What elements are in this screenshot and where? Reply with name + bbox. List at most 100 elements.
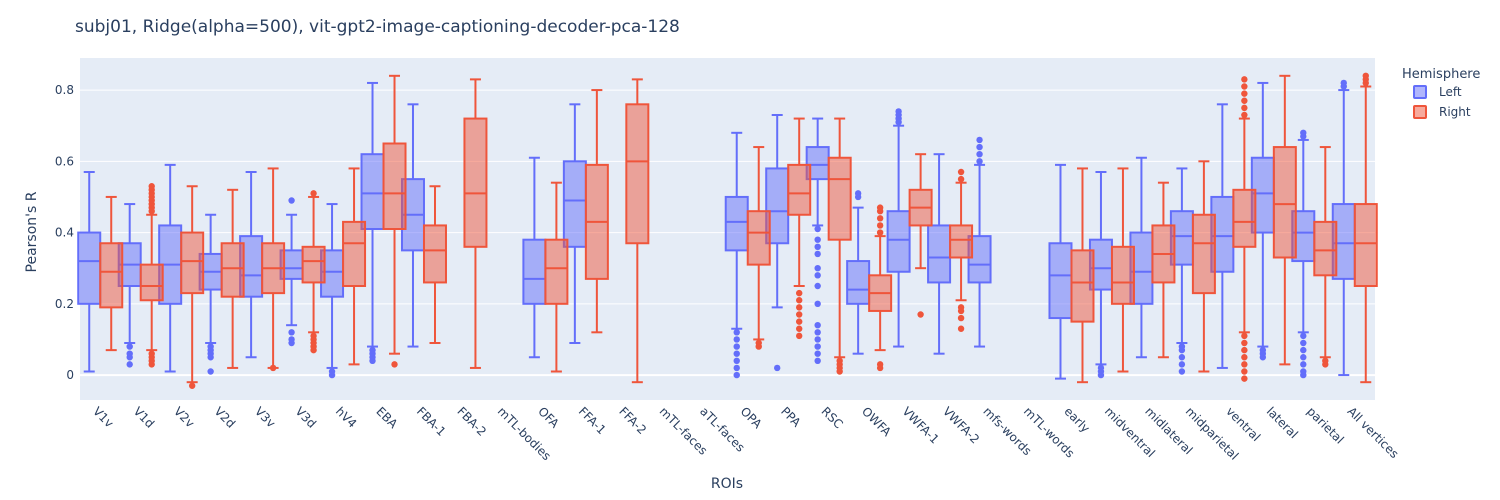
box-right-lateral — [1272, 74, 1297, 366]
box-left-OWFA — [846, 190, 871, 355]
box-left-V1v — [77, 171, 102, 373]
outlier-point — [126, 343, 133, 350]
outlier-point — [917, 311, 924, 318]
x-tick-label: V2v — [171, 404, 197, 430]
box-right-V1d — [139, 183, 164, 368]
box-right-midparietal — [1191, 160, 1216, 373]
y-tick-label: 0 — [66, 368, 74, 382]
outlier-point — [733, 336, 740, 343]
outlier-point — [269, 364, 277, 372]
outlier-point — [814, 225, 821, 233]
outlier-point — [126, 361, 133, 368]
outlier-point — [796, 289, 803, 297]
outlier-point — [814, 250, 821, 258]
box-left-VWFA-1 — [886, 108, 911, 348]
box-right-V3v — [261, 167, 286, 372]
y-tick-label: 0.4 — [55, 226, 74, 240]
box-right-midlateral — [1151, 181, 1176, 359]
outlier-point — [976, 143, 983, 151]
outlier-point — [1178, 361, 1186, 368]
legend-swatch-left — [1413, 85, 1427, 99]
box-left-FFA-1 — [562, 103, 587, 344]
outlier-point — [814, 236, 821, 243]
box-iqr — [77, 231, 102, 305]
legend-swatch-right — [1413, 105, 1427, 119]
x-tick-label: V3v — [252, 404, 278, 430]
box-right-OWFA — [868, 204, 893, 372]
box-iqr — [1313, 220, 1338, 277]
outlier-point — [288, 197, 295, 204]
outlier-point — [1241, 339, 1248, 347]
outlier-point — [976, 150, 983, 158]
x-tick-label: All vertices — [1345, 404, 1402, 461]
box-right-V2v — [180, 185, 205, 389]
box-left-OFA — [522, 156, 547, 359]
x-tick-label: FBA-2 — [454, 404, 489, 439]
box-iqr — [99, 242, 124, 309]
box-right-FFA-1 — [584, 89, 609, 334]
outlier-point — [1259, 346, 1267, 354]
outlier-point — [957, 175, 965, 183]
y-tick-label: 0.6 — [55, 154, 74, 168]
outlier-point — [814, 300, 821, 308]
outlier-point — [876, 361, 884, 368]
box-iqr — [220, 242, 245, 298]
outlier-point — [814, 329, 821, 336]
outlier-point — [391, 361, 398, 368]
outlier-point — [796, 311, 803, 318]
x-tick-label: hV4 — [333, 404, 359, 430]
outlier-point — [328, 368, 336, 375]
outlier-point — [1241, 332, 1248, 340]
outlier-point — [126, 350, 133, 357]
outlier-point — [796, 332, 803, 340]
outlier-point — [1300, 354, 1307, 361]
outlier-point — [796, 325, 803, 332]
chart-title: subj01, Ridge(alpha=500), vit-gpt2-image… — [75, 17, 680, 37]
outlier-point — [796, 304, 803, 311]
box-iqr — [746, 210, 771, 266]
y-tick-label: 0.8 — [55, 83, 74, 97]
outlier-point — [957, 304, 965, 311]
box-iqr — [180, 231, 205, 295]
outlier-point — [1300, 332, 1307, 340]
x-tick-label: VWFA-1 — [899, 404, 941, 446]
box-right-PPA — [787, 117, 812, 340]
outlier-point — [369, 346, 376, 354]
box-iqr — [1232, 188, 1257, 248]
outlier-point — [733, 364, 740, 372]
box-iqr — [625, 103, 650, 245]
legend: Hemisphere Left Right — [1402, 67, 1480, 119]
box-left-PPA — [765, 114, 790, 372]
outlier-point — [148, 350, 155, 357]
box-right-All vertices — [1353, 72, 1378, 384]
x-tick-label: V3d — [292, 404, 318, 430]
outlier-point — [207, 343, 214, 350]
box-iqr — [1353, 203, 1378, 287]
x-tick-label: V1v — [90, 404, 116, 430]
y-axis-title: Pearson's R — [24, 191, 40, 272]
outlier-point — [814, 336, 821, 343]
x-tick-label: EBA — [373, 404, 400, 431]
outlier-point — [733, 343, 740, 350]
series-left — [77, 79, 1356, 380]
x-tick-label: OWFA — [859, 404, 894, 439]
box-series — [77, 72, 1378, 389]
x-tick-label: V2d — [212, 404, 238, 430]
box-right-OFA — [544, 181, 569, 373]
box-left-EBA — [360, 81, 385, 365]
box-right-VWFA-1 — [908, 153, 933, 318]
box-iqr — [522, 238, 547, 305]
outlier-point — [957, 168, 965, 176]
box-iqr — [382, 142, 407, 230]
box-right-VWFA-2 — [949, 168, 974, 332]
box-right-V1v — [99, 195, 124, 352]
outlier-point — [148, 183, 155, 190]
x-tick-label: V1d — [131, 404, 157, 430]
box-right-EBA — [382, 74, 407, 368]
x-tick-label: OFA — [535, 404, 562, 431]
box-right-RSC — [827, 117, 852, 375]
box-iqr — [886, 210, 911, 273]
outlier-point — [1322, 357, 1329, 365]
box-iqr — [1272, 146, 1297, 259]
